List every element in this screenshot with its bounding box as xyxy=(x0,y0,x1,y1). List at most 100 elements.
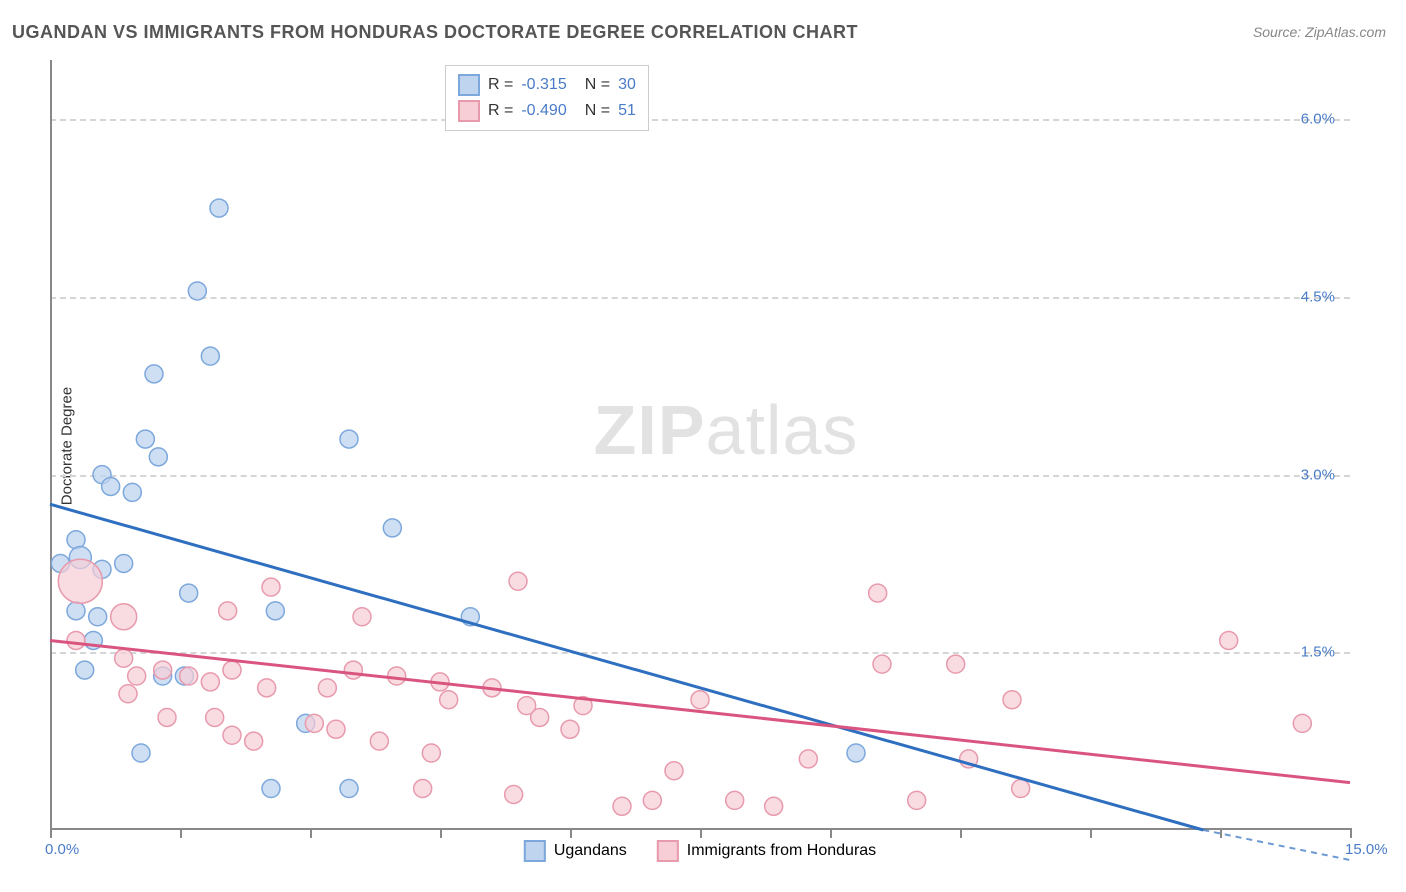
x-tick xyxy=(1350,828,1352,838)
y-tick-label: 6.0% xyxy=(1301,111,1335,128)
source-attribution: Source: ZipAtlas.com xyxy=(1253,24,1386,40)
legend-swatch-0 xyxy=(458,74,480,96)
x-tick xyxy=(830,828,832,838)
trendline xyxy=(50,640,1350,782)
scatter-point xyxy=(223,661,241,679)
scatter-point xyxy=(305,714,323,732)
x-tick xyxy=(700,828,702,838)
scatter-point xyxy=(102,477,120,495)
legend-n-value-1: 51 xyxy=(618,102,636,120)
scatter-point xyxy=(340,430,358,448)
scatter-point xyxy=(327,720,345,738)
scatter-point xyxy=(76,661,94,679)
scatter-point xyxy=(245,732,263,750)
x-tick xyxy=(1220,828,1222,838)
scatter-point xyxy=(370,732,388,750)
scatter-point xyxy=(509,572,527,590)
scatter-point xyxy=(561,720,579,738)
scatter-point xyxy=(149,448,167,466)
scatter-point xyxy=(340,780,358,798)
scatter-point xyxy=(180,584,198,602)
scatter-point xyxy=(58,559,102,603)
x-tick xyxy=(570,828,572,838)
scatter-point xyxy=(344,661,362,679)
scatter-point xyxy=(613,797,631,815)
x-tick xyxy=(960,828,962,838)
x-tick xyxy=(180,828,182,838)
scatter-point xyxy=(266,602,284,620)
scatter-point xyxy=(908,791,926,809)
scatter-point xyxy=(89,608,107,626)
scatter-point xyxy=(115,649,133,667)
trendline-extrapolated xyxy=(1203,830,1350,860)
legend-r-label-1: R = xyxy=(488,102,513,120)
scatter-point xyxy=(691,691,709,709)
legend-bottom-swatch-0 xyxy=(524,840,546,862)
scatter-point xyxy=(262,780,280,798)
legend-n-label-1: N = xyxy=(585,102,610,120)
legend-stats-row-0: R = -0.315 N = 30 xyxy=(458,72,636,98)
chart-title: UGANDAN VS IMMIGRANTS FROM HONDURAS DOCT… xyxy=(12,22,858,43)
scatter-point xyxy=(353,608,371,626)
x-tick xyxy=(1090,828,1092,838)
legend-swatch-1 xyxy=(458,100,480,122)
legend-label-1: Immigrants from Honduras xyxy=(687,842,876,860)
legend-n-value-0: 30 xyxy=(618,76,636,94)
legend-stats-row-1: R = -0.490 N = 51 xyxy=(458,98,636,124)
y-tick-label: 1.5% xyxy=(1301,644,1335,661)
scatter-point xyxy=(136,430,154,448)
scatter-point xyxy=(201,673,219,691)
scatter-point xyxy=(210,199,228,217)
x-tick xyxy=(440,828,442,838)
scatter-point xyxy=(119,685,137,703)
scatter-point xyxy=(847,744,865,762)
scatter-point xyxy=(765,797,783,815)
scatter-point xyxy=(869,584,887,602)
scatter-point xyxy=(158,708,176,726)
scatter-point xyxy=(1293,714,1311,732)
legend-r-value-0: -0.315 xyxy=(521,76,566,94)
scatter-point xyxy=(505,785,523,803)
scatter-point xyxy=(531,708,549,726)
scatter-point xyxy=(388,667,406,685)
x-tick xyxy=(310,828,312,838)
scatter-point xyxy=(201,347,219,365)
scatter-point xyxy=(440,691,458,709)
plot-svg xyxy=(50,60,1350,830)
plot-region: ZIPatlas R = -0.315 N = 30 R = -0.490 N … xyxy=(50,60,1350,830)
legend-r-value-1: -0.490 xyxy=(521,102,566,120)
scatter-point xyxy=(665,762,683,780)
scatter-point xyxy=(188,282,206,300)
x-tick xyxy=(50,828,52,838)
scatter-point xyxy=(223,726,241,744)
scatter-point xyxy=(422,744,440,762)
scatter-point xyxy=(132,744,150,762)
scatter-point xyxy=(383,519,401,537)
scatter-point xyxy=(180,667,198,685)
legend-label-0: Ugandans xyxy=(554,842,627,860)
scatter-point xyxy=(726,791,744,809)
scatter-point xyxy=(145,365,163,383)
scatter-point xyxy=(123,483,141,501)
x-tick-label: 0.0% xyxy=(45,841,79,858)
legend-n-label-0: N = xyxy=(585,76,610,94)
scatter-point xyxy=(258,679,276,697)
scatter-point xyxy=(154,661,172,679)
scatter-point xyxy=(111,604,137,630)
y-tick-label: 3.0% xyxy=(1301,466,1335,483)
scatter-point xyxy=(873,655,891,673)
scatter-point xyxy=(67,631,85,649)
scatter-point xyxy=(1012,780,1030,798)
legend-series: Ugandans Immigrants from Honduras xyxy=(524,840,876,862)
scatter-point xyxy=(318,679,336,697)
scatter-point xyxy=(414,780,432,798)
legend-stats: R = -0.315 N = 30 R = -0.490 N = 51 xyxy=(445,65,649,131)
scatter-point xyxy=(115,554,133,572)
legend-item-0: Ugandans xyxy=(524,840,627,862)
y-tick-label: 4.5% xyxy=(1301,288,1335,305)
scatter-point xyxy=(947,655,965,673)
scatter-point xyxy=(643,791,661,809)
legend-item-1: Immigrants from Honduras xyxy=(657,840,876,862)
scatter-point xyxy=(67,602,85,620)
scatter-point xyxy=(1003,691,1021,709)
